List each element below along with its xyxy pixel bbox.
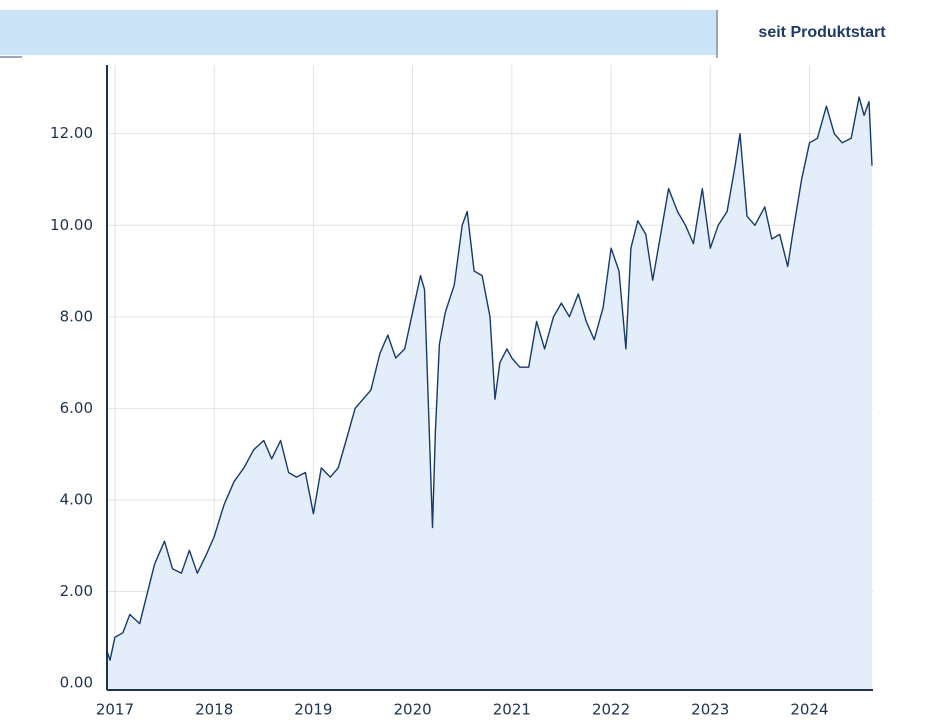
x-tick-label: 2022	[592, 701, 630, 719]
y-tick-label: 2.00	[60, 582, 93, 600]
tab-label[interactable]: seit Produktstart	[758, 24, 886, 41]
y-tick-label: 6.00	[60, 399, 93, 417]
y-tick-label: 10.00	[50, 216, 93, 234]
line	[106, 96, 873, 661]
tab[interactable]	[717, 10, 927, 55]
x-tick-label: 2019	[294, 701, 332, 719]
x-tick-label: 2023	[691, 701, 729, 719]
y-tick-label: 0.00	[60, 674, 93, 692]
y-tick-label: 8.00	[60, 307, 93, 325]
x-tick-label: 2018	[195, 701, 233, 719]
x-tick-label: 2024	[790, 701, 828, 719]
area-fill	[107, 97, 873, 691]
y-tick-label: 12.00	[50, 124, 93, 142]
y-tick-label: 4.00	[60, 490, 93, 508]
x-tick-label: 2017	[96, 701, 134, 719]
x-tick-label: 2021	[493, 701, 531, 719]
x-tick-label: 2020	[394, 701, 432, 719]
header-bar	[0, 10, 717, 55]
